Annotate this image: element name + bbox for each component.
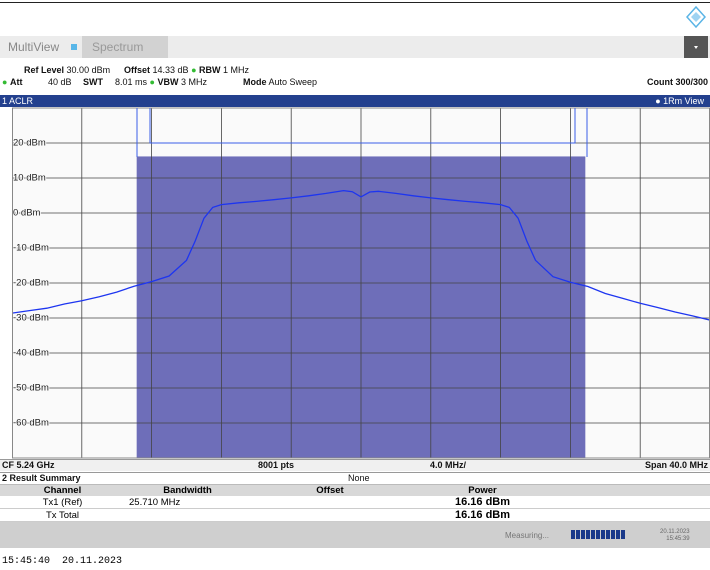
summary-cell [250,509,410,522]
column-header: Channel [43,485,82,496]
y-tick-label: -50 dBm [13,383,49,394]
summary-cell: 25.710 MHz [129,496,181,508]
tab[interactable]: Spectrum [92,40,144,54]
span: Span 40.0 MHz [644,460,708,470]
footer-timestamp: 15:45:40 20.11.2023 [2,556,123,567]
y-tick-label: 10 dBm [13,173,46,184]
tab[interactable]: MultiView [8,40,60,54]
y-tick-label: -40 dBm [13,348,49,359]
center-frequency: CF 5.24 GHz [2,460,55,470]
summary-row: Tx1 (Ref) 25.710 MHz 16.16 dBm [0,496,710,509]
summary-cell [125,509,250,522]
tab-dot [71,44,77,50]
column-header: Offset [316,485,344,496]
setting: Ref Level 30.00 dBm [24,65,111,75]
summary-title: 2 Result Summary [2,473,81,483]
setting: SWT [83,77,103,87]
logo [686,6,706,28]
status-state: Measuring... [505,531,550,540]
y-tick-label: -20 dBm [13,278,49,289]
points: 8001 pts [258,460,295,470]
column-header: Bandwidth [163,485,212,496]
tab-bg [82,36,168,58]
y-tick-label: -30 dBm [13,313,49,324]
summary-row: Tx Total 16.16 dBm [0,509,710,522]
window-title: 1 ACLR [2,96,34,106]
header-row: Channel Bandwidth Offset Power [0,485,710,496]
progress [571,530,626,539]
header-filler [555,485,710,496]
setting: ● Att [2,77,23,87]
setting: 8.01 ms ● VBW 3 MHz [115,77,208,87]
setting: 40 dB [48,77,72,87]
summary-cell: Tx Total [45,509,80,521]
count: Count 300/300 [646,77,708,87]
summary-cell: 16.16 dBm [454,496,511,508]
y-tick-label: -10 dBm [13,243,49,254]
division: 4.0 MHz/ [430,460,467,470]
tab-bar [0,36,710,58]
summary-cell: 16.16 dBm [454,509,511,521]
axis-bar [0,459,710,471]
summary-bar [0,472,710,485]
window-view: ● 1Rm View [655,96,704,106]
summary-standard: None [348,473,370,483]
top-rule [0,2,710,3]
status-clock: 20.11.2023 15:45:39 [660,529,690,542]
row-filler [555,496,710,509]
spectrum-plot: 20 dBm 10 dBm 0 dBm -10 dBm -20 dBm -30 dBm -4… [12,107,710,459]
window-bar [0,95,710,107]
setting: Offset 14.33 dB ● RBW 1 MHz [124,65,250,75]
menu-button[interactable] [684,36,708,58]
channel-markers [136,108,588,157]
trace [12,189,710,321]
y-tick-label: 20 dBm [13,138,46,149]
summary-table: Channel Bandwidth Offset Power Tx1 (Ref) 25.7… [0,485,710,522]
y-tick-label: 0 dBm [13,208,41,219]
row-filler [555,509,710,522]
summary-cell: Tx1 (Ref) [42,496,83,508]
summary-cell [250,496,410,509]
y-tick-label: -60 dBm [13,418,49,429]
setting: Mode Auto Sweep [243,77,318,87]
column-header: Power [468,485,497,496]
